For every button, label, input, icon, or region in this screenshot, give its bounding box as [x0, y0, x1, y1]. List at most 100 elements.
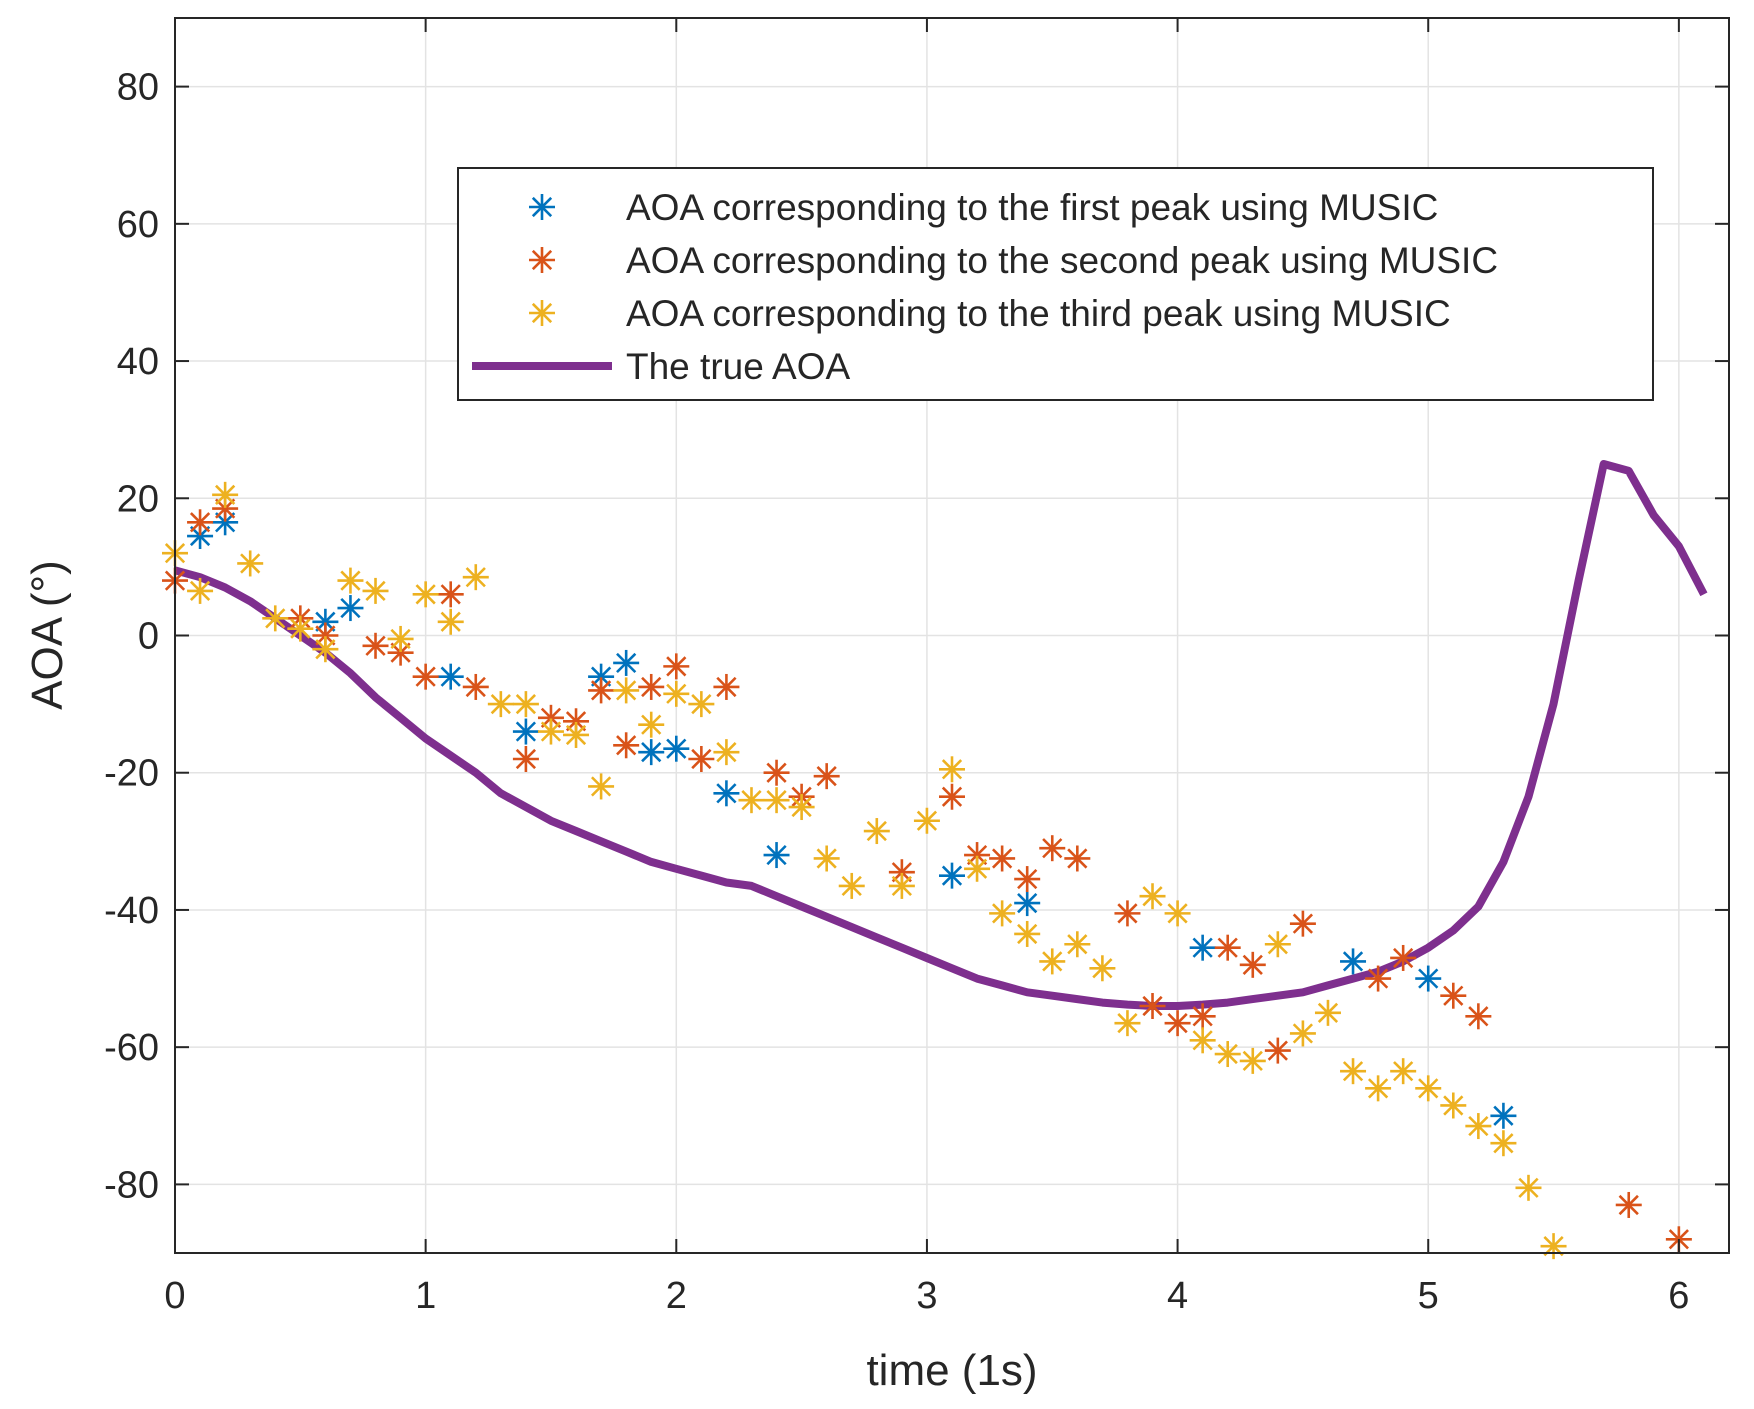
x-tick-label: 5 [1418, 1275, 1439, 1317]
third-peak-point [1314, 999, 1341, 1026]
third-peak-point [838, 872, 865, 899]
third-peak-point [387, 625, 414, 652]
second-peak-point [1239, 951, 1266, 978]
y-tick-labels: -80 -60 -40 -20 0 20 40 60 80 [104, 67, 159, 1207]
third-peak-point [462, 564, 489, 591]
first-peak-point [613, 649, 640, 676]
second-peak-point [638, 673, 665, 700]
third-peak-point [939, 756, 965, 783]
third-peak-point [1289, 1020, 1316, 1047]
second-peak-point [813, 763, 840, 790]
third-peak-point [312, 636, 339, 663]
third-peak-point [1039, 948, 1066, 975]
marker-series [162, 481, 1692, 1260]
y-tick-label: -60 [104, 1027, 159, 1069]
third-peak-point [1164, 900, 1191, 927]
true-aoa-line [173, 460, 1708, 1010]
third-peak-point [663, 680, 690, 707]
third-peak-point [537, 718, 564, 745]
third-peak-point [863, 818, 890, 845]
third-peak-point [1189, 1027, 1216, 1054]
third-peak-point [437, 608, 464, 635]
third-peak-point [888, 872, 915, 899]
second-peak-point [939, 783, 965, 810]
third-peak-point [1540, 1233, 1567, 1260]
third-peak-point [1139, 883, 1166, 910]
third-peak-point [1490, 1130, 1517, 1157]
x-axis-label: time (1s) [866, 1346, 1037, 1395]
second-peak-point [1189, 1003, 1216, 1030]
legend-marker [529, 194, 555, 220]
legend-entry-third-peak: AOA corresponding to the third peak usin… [626, 293, 1451, 334]
y-tick-label: -20 [104, 753, 159, 795]
second-peak-point [462, 673, 489, 700]
second-peak-point [1014, 866, 1041, 893]
third-peak-point [1515, 1174, 1542, 1201]
third-peak-point [487, 691, 514, 718]
third-peak-point [362, 577, 389, 604]
axis-ticks [174, 18, 1729, 1253]
second-peak-point [989, 845, 1016, 872]
second-peak-point [1064, 845, 1091, 872]
second-peak-point [362, 632, 389, 659]
second-peak-point [588, 677, 615, 704]
third-peak-point [813, 845, 840, 872]
third-peak-point [1340, 1058, 1367, 1085]
third-peak-point [1365, 1075, 1392, 1102]
third-peak-point [412, 581, 439, 608]
third-peak-point [337, 567, 364, 594]
third-peak-point [212, 481, 239, 508]
third-peak-point [1239, 1047, 1266, 1074]
first-peak-point [663, 735, 690, 762]
first-peak-point [1189, 934, 1216, 961]
third-peak-point [688, 691, 715, 718]
line-series [173, 460, 1708, 1010]
second-peak-point [437, 581, 464, 608]
third-peak-point [1264, 931, 1291, 958]
second-peak-point [1289, 910, 1316, 937]
legend-entry-true-aoa: The true AOA [626, 346, 850, 387]
legend-marker [529, 300, 555, 326]
y-tick-label: 60 [117, 204, 159, 246]
first-peak-point [337, 595, 364, 622]
third-peak-point [989, 900, 1016, 927]
legend-box [457, 167, 1654, 401]
second-peak-point [1164, 1010, 1191, 1037]
third-peak-point [1064, 931, 1091, 958]
third-peak-point [964, 855, 991, 882]
second-peak-point [663, 653, 690, 680]
first-peak-point [1415, 965, 1442, 992]
third-peak-point [287, 615, 314, 642]
x-tick-labels: 0 1 2 3 4 5 6 [164, 1275, 1689, 1317]
second-peak-point [1615, 1191, 1642, 1218]
x-tick-label: 1 [415, 1275, 436, 1317]
second-peak-point [187, 509, 214, 536]
first-peak-point [1340, 948, 1367, 975]
third-peak-point [1390, 1058, 1417, 1085]
second-peak-point [613, 732, 640, 759]
second-peak-point [1039, 835, 1066, 862]
third-peak-point [738, 787, 765, 814]
legend-entry-first-peak: AOA corresponding to the first peak usin… [626, 187, 1438, 228]
third-peak-point [638, 711, 665, 738]
x-tick-label: 0 [164, 1275, 185, 1317]
y-tick-label: 20 [117, 478, 159, 520]
y-tick-label: 0 [138, 616, 159, 658]
third-peak-point [237, 550, 264, 577]
third-peak-point [1440, 1092, 1467, 1119]
third-peak-point [763, 787, 790, 814]
second-peak-point [1214, 934, 1241, 961]
first-peak-point [437, 663, 464, 690]
third-peak-point [187, 577, 214, 604]
y-tick-label: -80 [104, 1164, 159, 1206]
first-peak-point [713, 780, 740, 807]
third-peak-point [1465, 1113, 1492, 1140]
third-peak-point [613, 677, 640, 704]
legend: AOA corresponding to the first peak usin… [457, 167, 1654, 401]
first-peak-point [638, 739, 665, 766]
third-peak-point [262, 605, 289, 632]
legend-marker [529, 247, 555, 273]
third-peak-point [1214, 1041, 1241, 1068]
legend-symbols [472, 194, 612, 370]
